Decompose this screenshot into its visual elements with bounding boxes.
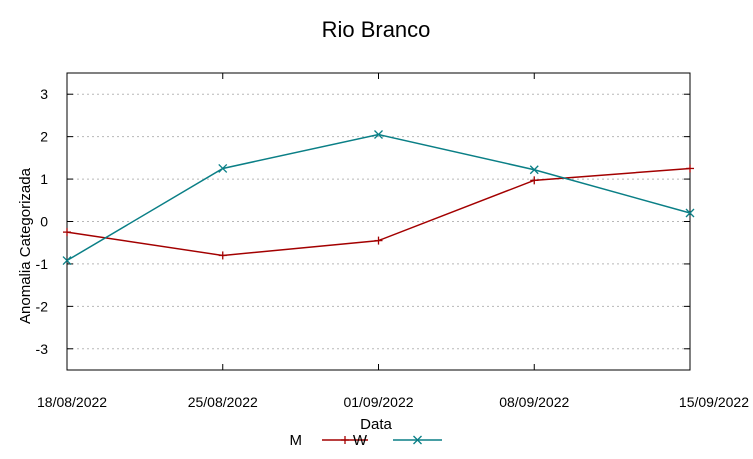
x-tick-label: 18/08/2022 xyxy=(37,394,107,410)
x-tick-label: 25/08/2022 xyxy=(188,394,258,410)
legend-marker-w xyxy=(413,435,422,445)
gridlines xyxy=(67,93,690,350)
y-tick-label: -3 xyxy=(36,341,49,357)
y-axis-ticks: -3 -2 -1 0 1 2 3 xyxy=(36,86,690,357)
x-tick-label: 01/09/2022 xyxy=(343,394,413,410)
series-layer xyxy=(62,130,695,265)
series-w-marker xyxy=(529,165,539,175)
y-tick-label: 0 xyxy=(40,214,48,230)
series-w-marker xyxy=(62,256,72,265)
chart-title: Rio Branco xyxy=(322,17,431,42)
legend-label-m: M xyxy=(290,432,303,449)
y-tick-label: 1 xyxy=(40,171,48,187)
x-axis-ticks: 18/08/2022 25/08/2022 01/09/2022 08/09/2022… xyxy=(37,73,749,410)
x-tick-label: 15/09/2022 xyxy=(679,394,749,410)
y-tick-label: -1 xyxy=(36,256,49,272)
y-tick-label: 3 xyxy=(40,86,48,102)
series-w-marker xyxy=(374,130,383,139)
legend-label-w: W xyxy=(353,432,368,449)
y-tick-label: 2 xyxy=(40,129,48,145)
y-axis-label: Anomalia Categorizada xyxy=(17,167,34,324)
y-tick-label: -2 xyxy=(36,298,49,314)
series-w-marker xyxy=(218,164,228,173)
x-axis-label: Data xyxy=(360,416,392,433)
x-tick-label: 08/09/2022 xyxy=(499,394,569,410)
series-w-marker xyxy=(685,208,695,218)
